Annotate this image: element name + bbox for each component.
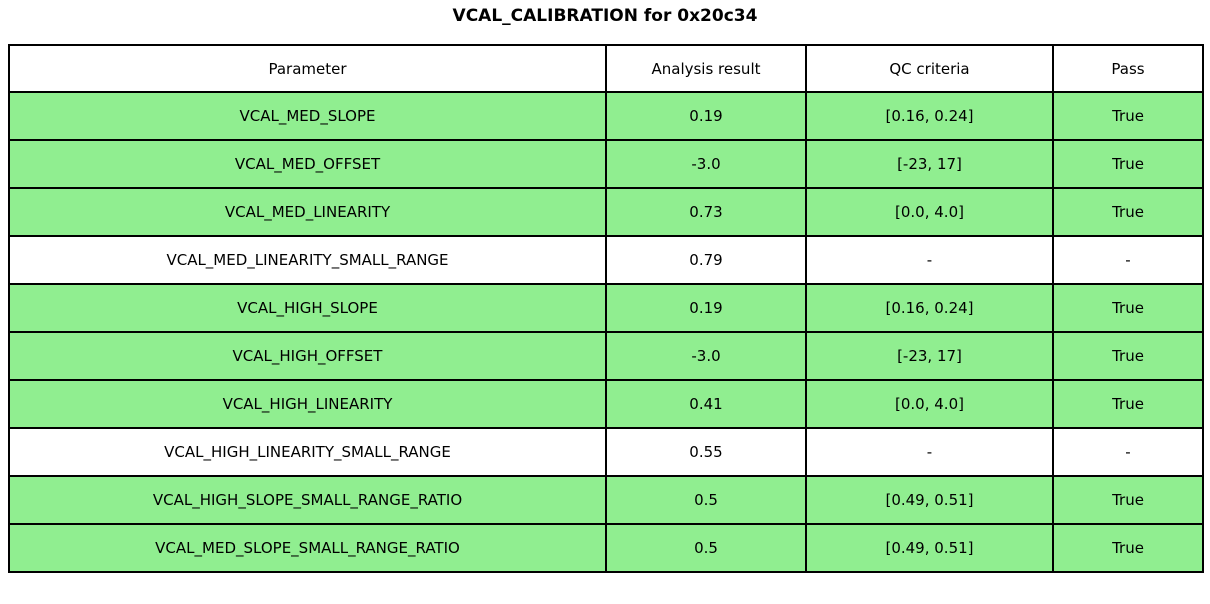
cell-pass: True [1052, 379, 1204, 429]
table-row: VCAL_HIGH_LINEARITY 0.41 [0.0, 4.0] True [8, 379, 1204, 429]
column-header-parameter: Parameter [8, 44, 607, 93]
calibration-qc-table: Parameter Analysis result QC criteria Pa… [8, 44, 1204, 573]
cell-qc-criteria: [0.16, 0.24] [805, 283, 1054, 333]
cell-analysis-result: -3.0 [605, 331, 807, 381]
cell-pass: True [1052, 475, 1204, 525]
cell-qc-criteria: [0.0, 4.0] [805, 379, 1054, 429]
cell-parameter: VCAL_MED_OFFSET [8, 139, 607, 189]
cell-pass: True [1052, 139, 1204, 189]
cell-analysis-result: -3.0 [605, 139, 807, 189]
cell-parameter: VCAL_MED_SLOPE [8, 91, 607, 141]
cell-pass: True [1052, 187, 1204, 237]
table-row: VCAL_HIGH_OFFSET -3.0 [-23, 17] True [8, 331, 1204, 381]
cell-qc-criteria: [0.49, 0.51] [805, 475, 1054, 525]
table-header-row: Parameter Analysis result QC criteria Pa… [8, 44, 1204, 93]
cell-qc-criteria: [-23, 17] [805, 331, 1054, 381]
cell-qc-criteria: [-23, 17] [805, 139, 1054, 189]
cell-parameter: VCAL_HIGH_SLOPE [8, 283, 607, 333]
table-row: VCAL_MED_LINEARITY 0.73 [0.0, 4.0] True [8, 187, 1204, 237]
cell-pass: True [1052, 91, 1204, 141]
column-header-qc-criteria: QC criteria [805, 44, 1054, 93]
table-row: VCAL_HIGH_SLOPE_SMALL_RANGE_RATIO 0.5 [0… [8, 475, 1204, 525]
cell-qc-criteria: [0.0, 4.0] [805, 187, 1054, 237]
cell-analysis-result: 0.73 [605, 187, 807, 237]
cell-parameter: VCAL_MED_SLOPE_SMALL_RANGE_RATIO [8, 523, 607, 573]
cell-pass: True [1052, 331, 1204, 381]
cell-analysis-result: 0.19 [605, 91, 807, 141]
cell-analysis-result: 0.5 [605, 523, 807, 573]
cell-parameter: VCAL_HIGH_LINEARITY [8, 379, 607, 429]
cell-qc-criteria: - [805, 235, 1054, 285]
cell-analysis-result: 0.5 [605, 475, 807, 525]
cell-analysis-result: 0.79 [605, 235, 807, 285]
table-row: VCAL_MED_SLOPE 0.19 [0.16, 0.24] True [8, 91, 1204, 141]
cell-qc-criteria: - [805, 427, 1054, 477]
table-row: VCAL_MED_OFFSET -3.0 [-23, 17] True [8, 139, 1204, 189]
cell-qc-criteria: [0.49, 0.51] [805, 523, 1054, 573]
page-title: VCAL_CALIBRATION for 0x20c34 [452, 6, 758, 26]
cell-analysis-result: 0.19 [605, 283, 807, 333]
column-header-pass: Pass [1052, 44, 1204, 93]
cell-parameter: VCAL_HIGH_SLOPE_SMALL_RANGE_RATIO [8, 475, 607, 525]
cell-parameter: VCAL_HIGH_OFFSET [8, 331, 607, 381]
table-row: VCAL_HIGH_SLOPE 0.19 [0.16, 0.24] True [8, 283, 1204, 333]
cell-pass: True [1052, 523, 1204, 573]
cell-parameter: VCAL_HIGH_LINEARITY_SMALL_RANGE [8, 427, 607, 477]
cell-analysis-result: 0.41 [605, 379, 807, 429]
cell-pass: - [1052, 235, 1204, 285]
cell-pass: - [1052, 427, 1204, 477]
cell-pass: True [1052, 283, 1204, 333]
cell-parameter: VCAL_MED_LINEARITY_SMALL_RANGE [8, 235, 607, 285]
column-header-analysis-result: Analysis result [605, 44, 807, 93]
cell-qc-criteria: [0.16, 0.24] [805, 91, 1054, 141]
table-row: VCAL_HIGH_LINEARITY_SMALL_RANGE 0.55 - - [8, 427, 1204, 477]
table-row: VCAL_MED_LINEARITY_SMALL_RANGE 0.79 - - [8, 235, 1204, 285]
table-row: VCAL_MED_SLOPE_SMALL_RANGE_RATIO 0.5 [0.… [8, 523, 1204, 573]
cell-parameter: VCAL_MED_LINEARITY [8, 187, 607, 237]
cell-analysis-result: 0.55 [605, 427, 807, 477]
